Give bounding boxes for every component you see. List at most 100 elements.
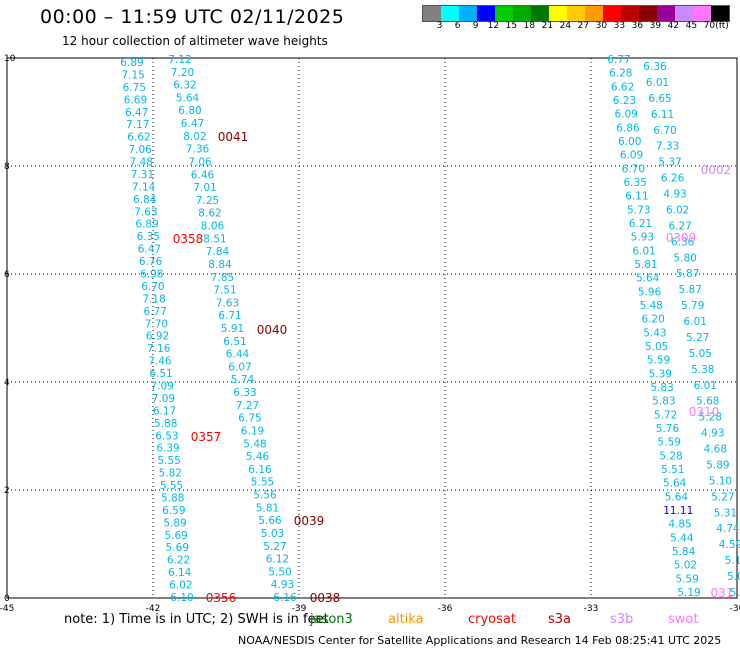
wave-height-value: 6.39 (156, 443, 179, 455)
wave-height-value: 5.91 (221, 323, 244, 335)
wave-height-value: 7.12 (168, 54, 191, 66)
axis-labels: -45 -42 -39 -36 -33 -30 0 2 4 6 8 10 (0, 54, 740, 614)
track-time-marker: 0357 (191, 430, 222, 444)
wave-height-value: 5.0 (727, 571, 740, 583)
colorbar-swatch (495, 6, 513, 21)
wave-height-value: 6.76 (139, 256, 163, 268)
wave-height-value: 7.25 (196, 195, 219, 207)
wave-height-value: 7.06 (188, 156, 212, 168)
track-time-marker: 0041 (218, 130, 249, 144)
wave-height-value: 6.23 (613, 95, 636, 107)
lat-tick-label: 4 (4, 378, 10, 388)
wave-height-value: 5.73 (627, 204, 650, 216)
wave-height-value: 7.06 (128, 144, 152, 156)
track-time-marker: 0310 (689, 405, 720, 419)
wave-height-value: 6.02 (666, 204, 689, 216)
colorbar-swatch (513, 6, 531, 21)
wave-height-value: 5.87 (679, 284, 702, 296)
wave-height-value: 6.01 (632, 245, 655, 257)
map-grid (6, 57, 738, 599)
colorbar-swatch (621, 6, 639, 21)
wave-height-value: 6.35 (623, 177, 646, 189)
colorbar-swatch (441, 6, 459, 21)
wave-height-value: 5.02 (674, 560, 697, 572)
wave-height-value: 6.11 (651, 109, 674, 121)
wave-height-value: 6.17 (153, 405, 176, 417)
colorbar-label: 36 (631, 21, 644, 31)
wave-height-value: 5.46 (246, 451, 270, 463)
wave-height-value: 6.22 (167, 555, 190, 567)
track-time-marker: 0356 (206, 591, 237, 605)
wave-height-value: 6.77 (607, 54, 630, 66)
wave-height-value: 5.51 (661, 464, 684, 476)
footer-credit: NOAA/NESDIS Center for Satellite Applica… (238, 634, 722, 647)
wave-height-value: 7.84 (206, 246, 230, 258)
colorbar-label: 30 (595, 21, 608, 31)
wave-height-value: 6.19 (241, 425, 264, 437)
wave-height-value: 5.55 (158, 455, 181, 467)
wave-height-value: 6.47 (181, 118, 204, 130)
colorbar-label: 18 (523, 21, 536, 31)
colorbar-label: 70 (703, 21, 716, 31)
wave-height-value: 4.93 (663, 189, 686, 201)
wave-height-value: 6.10 (170, 592, 193, 604)
wave-height-value: 5.64 (665, 491, 689, 503)
lon-tick-label: -36 (438, 604, 453, 614)
wave-height-value: 5.82 (159, 468, 182, 480)
wave-height-value: 6.69 (124, 94, 147, 106)
wave-height-value: 5.39 (649, 368, 672, 380)
colorbar-label: 27 (577, 21, 590, 31)
wave-height-value: 7.31 (131, 169, 154, 181)
wave-height-value: 6.92 (146, 331, 169, 343)
wave-height-value: 5.88 (154, 418, 177, 430)
lon-tick-label: -33 (584, 604, 599, 614)
colorbar-label: 24 (559, 21, 572, 31)
colorbar-swatch (423, 6, 441, 21)
track-time-marker: 0309 (666, 231, 697, 245)
wave-height-value: 5.68 (696, 396, 719, 408)
lat-tick-label: 10 (4, 54, 16, 64)
wave-height-value: 6.07 (228, 361, 251, 373)
wave-height-value: 5.55 (251, 477, 274, 489)
colorbar-label: 6 (454, 21, 461, 31)
wave-height-value: 5.79 (681, 300, 704, 312)
wave-height-value: 5.69 (166, 542, 189, 554)
wave-height-value: 6.75 (238, 413, 261, 425)
wave-height-value: 6.71 (218, 310, 241, 322)
map-subtitle: 12 hour collection of altimeter wave hei… (62, 34, 328, 48)
wave-height-value: 5.48 (243, 438, 266, 450)
wave-height-value: 5.28 (699, 412, 722, 424)
wave-height-value: 7.14 (132, 181, 156, 193)
wave-height-value: 6.14 (168, 567, 192, 579)
wave-height-value: 6.20 (641, 314, 664, 326)
wave-height-value: 6.02 (169, 580, 192, 592)
colorbar-label: 9 (472, 21, 479, 31)
satellite-legend-item: jason3 (310, 612, 353, 627)
wave-height-value: 6.53 (155, 430, 178, 442)
wave-height-value: 4.93 (271, 579, 294, 591)
wave-height-value: 6.09 (614, 109, 637, 121)
track-time-marker: 0039 (294, 514, 325, 528)
wave-height-value: 5.72 (654, 409, 677, 421)
colorbar-swatch (531, 6, 549, 21)
wave-height-value: 11.11 (663, 505, 693, 517)
wave-height-value: 6.86 (616, 122, 640, 134)
wave-height-value: 5.74 (231, 374, 255, 386)
wave-height-value: 5.03 (261, 528, 284, 540)
track-time-marker: 0358 (173, 232, 204, 246)
wave-height-value: 5.80 (673, 252, 696, 264)
satellite-legend-item: cryosat (468, 612, 516, 627)
wave-height-value: 5.64 (663, 478, 687, 490)
wave-height-value: 6.16 (248, 464, 272, 476)
wave-height-value: 7.63 (134, 206, 157, 218)
wave-height-value: 7.63 (216, 297, 239, 309)
wave-height-value: 6.28 (609, 68, 632, 80)
wave-height-value: 7.46 (148, 356, 172, 368)
wave-height-value: 5.59 (676, 573, 699, 585)
wave-height-value: 6.27 (668, 220, 691, 232)
colorbar-swatch (585, 6, 603, 21)
wave-height-value: 6.89 (120, 57, 143, 69)
colorbar-swatch (459, 6, 477, 21)
wave-height-value: 6.77 (144, 306, 167, 318)
